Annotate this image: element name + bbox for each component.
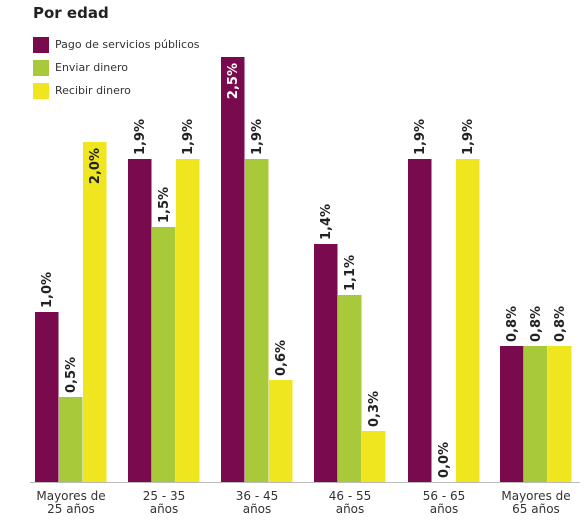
legend-swatch-enviar: [33, 59, 49, 76]
bar-value-label: 2,5%: [226, 63, 241, 99]
bar-3-2: [362, 431, 386, 482]
bar-value-label: 0,0%: [437, 442, 452, 478]
bar-value-label: 0,5%: [64, 357, 79, 393]
bar-5-1: [524, 346, 548, 482]
legend-label-pago: Pago de servicios públicos: [55, 38, 200, 51]
x-tick-label: 36 - 45: [236, 489, 279, 503]
bar-value-label: 0,6%: [274, 340, 289, 376]
bar-value-label: 2,0%: [88, 148, 103, 184]
bar-value-label: 0,3%: [367, 391, 382, 427]
bar-value-label: 0,8%: [505, 306, 520, 342]
bar-0-1: [59, 397, 83, 482]
x-tick-label: años: [243, 502, 272, 516]
x-tick-label: 25 - 35: [143, 489, 186, 503]
x-tick-label: 65 años: [512, 502, 560, 516]
bar-value-label: 1,9%: [461, 119, 476, 155]
x-tick-label: Mayores de: [501, 489, 570, 503]
legend-label-recibir: Recibir dinero: [55, 84, 131, 97]
legend-swatch-recibir: [33, 82, 49, 99]
legend-label-enviar: Enviar dinero: [55, 61, 129, 74]
bar-5-0: [500, 346, 524, 482]
bar-2-2: [269, 380, 293, 482]
bar-value-label: 1,9%: [413, 119, 428, 155]
bar-value-label: 1,0%: [40, 272, 55, 308]
bar-1-1: [152, 227, 176, 482]
legend-item-enviar: Enviar dinero: [33, 56, 200, 79]
x-tick-label: 46 - 55: [329, 489, 372, 503]
bar-value-label: 1,5%: [157, 187, 172, 223]
legend: Pago de servicios públicos Enviar dinero…: [33, 33, 200, 102]
bar-0-2: [83, 142, 107, 482]
legend-item-recibir: Recibir dinero: [33, 79, 200, 102]
bar-value-label: 1,1%: [343, 255, 358, 291]
bar-value-label: 1,9%: [133, 119, 148, 155]
x-tick-label: años: [336, 502, 365, 516]
bar-2-1: [245, 159, 269, 482]
x-tick-label: Mayores de: [36, 489, 105, 503]
bar-3-1: [338, 295, 362, 482]
x-tick-label: 56 - 65: [423, 489, 466, 503]
bar-value-label: 1,9%: [181, 119, 196, 155]
x-tick-label: 25 años: [47, 502, 95, 516]
bar-0-0: [35, 312, 59, 482]
x-tick-label: años: [430, 502, 459, 516]
bar-value-label: 0,8%: [529, 306, 544, 342]
bar-1-0: [128, 159, 152, 482]
legend-item-pago: Pago de servicios públicos: [33, 33, 200, 56]
bar-4-2: [456, 159, 480, 482]
bar-5-2: [548, 346, 572, 482]
bar-1-2: [176, 159, 200, 482]
bar-3-0: [314, 244, 338, 482]
bar-4-0: [408, 159, 432, 482]
bar-2-0: [221, 57, 245, 482]
bar-value-label: 1,9%: [250, 119, 265, 155]
bar-value-label: 1,4%: [319, 204, 334, 240]
legend-swatch-pago: [33, 36, 49, 53]
bar-value-label: 0,8%: [553, 306, 568, 342]
x-tick-label: años: [150, 502, 179, 516]
chart-title: Por edad: [33, 4, 109, 22]
